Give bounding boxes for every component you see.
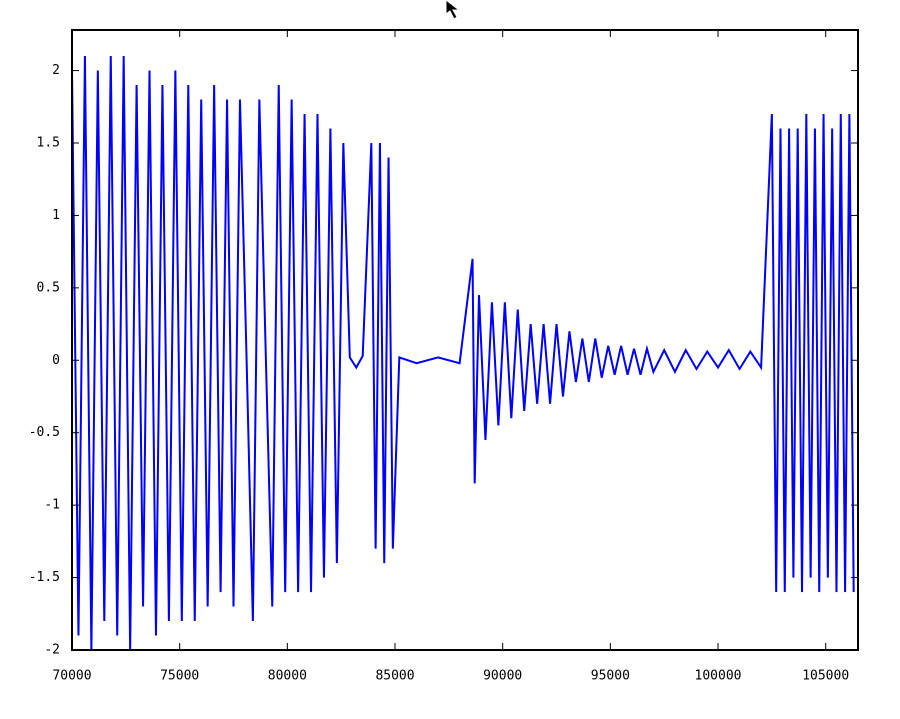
x-tick-label: 100000	[695, 669, 742, 684]
y-tick-label: -0.5	[29, 425, 60, 440]
y-tick-label: -1	[44, 498, 60, 513]
plot-frame	[71, 29, 859, 651]
y-tick-label: -1.5	[29, 570, 60, 585]
x-tick-label: 90000	[483, 669, 522, 684]
y-tick-label: 1	[52, 208, 60, 223]
y-tick-label: 2	[52, 63, 60, 78]
y-tick-label: 0.5	[37, 280, 60, 295]
y-tick-label: 0	[52, 353, 60, 368]
x-tick-label: 80000	[268, 669, 307, 684]
mouse-cursor	[445, 0, 461, 20]
x-tick-label: 95000	[591, 669, 630, 684]
y-tick-label: 1.5	[37, 135, 60, 150]
plot-area	[71, 56, 855, 651]
x-tick-label: 85000	[375, 669, 414, 684]
x-tick-label: 105000	[802, 669, 849, 684]
signal-line	[71, 56, 855, 651]
x-tick-label: 75000	[160, 669, 199, 684]
x-tick-label: 70000	[52, 669, 91, 684]
y-tick-label: -2	[44, 643, 60, 658]
